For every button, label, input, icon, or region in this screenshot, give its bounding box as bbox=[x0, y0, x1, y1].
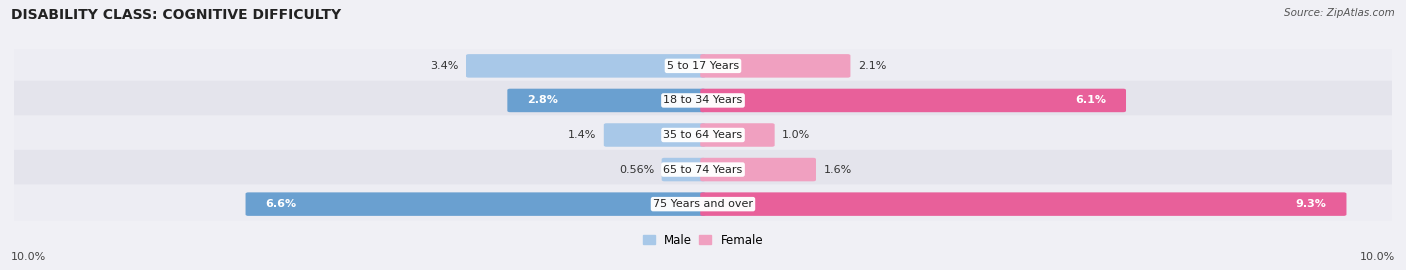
Text: 1.4%: 1.4% bbox=[568, 130, 596, 140]
FancyBboxPatch shape bbox=[603, 123, 706, 147]
FancyBboxPatch shape bbox=[700, 158, 815, 181]
FancyBboxPatch shape bbox=[4, 46, 1402, 86]
Text: 65 to 74 Years: 65 to 74 Years bbox=[664, 164, 742, 175]
FancyBboxPatch shape bbox=[4, 150, 1402, 189]
Text: DISABILITY CLASS: COGNITIVE DIFFICULTY: DISABILITY CLASS: COGNITIVE DIFFICULTY bbox=[11, 8, 342, 22]
Text: 5 to 17 Years: 5 to 17 Years bbox=[666, 61, 740, 71]
FancyBboxPatch shape bbox=[700, 192, 1347, 216]
Text: 10.0%: 10.0% bbox=[1360, 252, 1395, 262]
FancyBboxPatch shape bbox=[508, 89, 706, 112]
Legend: Male, Female: Male, Female bbox=[643, 234, 763, 247]
Text: 1.6%: 1.6% bbox=[824, 164, 852, 175]
Text: 6.1%: 6.1% bbox=[1076, 95, 1107, 106]
Text: 2.8%: 2.8% bbox=[527, 95, 558, 106]
FancyBboxPatch shape bbox=[662, 158, 706, 181]
Text: 10.0%: 10.0% bbox=[11, 252, 46, 262]
Text: 1.0%: 1.0% bbox=[782, 130, 810, 140]
FancyBboxPatch shape bbox=[4, 115, 1402, 155]
FancyBboxPatch shape bbox=[465, 54, 706, 78]
Text: 6.6%: 6.6% bbox=[266, 199, 297, 209]
Text: 9.3%: 9.3% bbox=[1295, 199, 1326, 209]
Text: 75 Years and over: 75 Years and over bbox=[652, 199, 754, 209]
FancyBboxPatch shape bbox=[4, 184, 1402, 224]
Text: 0.56%: 0.56% bbox=[619, 164, 654, 175]
FancyBboxPatch shape bbox=[700, 54, 851, 78]
Text: 35 to 64 Years: 35 to 64 Years bbox=[664, 130, 742, 140]
FancyBboxPatch shape bbox=[700, 89, 1126, 112]
Text: 3.4%: 3.4% bbox=[430, 61, 458, 71]
Text: 2.1%: 2.1% bbox=[858, 61, 886, 71]
FancyBboxPatch shape bbox=[700, 123, 775, 147]
Text: Source: ZipAtlas.com: Source: ZipAtlas.com bbox=[1284, 8, 1395, 18]
FancyBboxPatch shape bbox=[246, 192, 706, 216]
FancyBboxPatch shape bbox=[4, 81, 1402, 120]
Text: 18 to 34 Years: 18 to 34 Years bbox=[664, 95, 742, 106]
